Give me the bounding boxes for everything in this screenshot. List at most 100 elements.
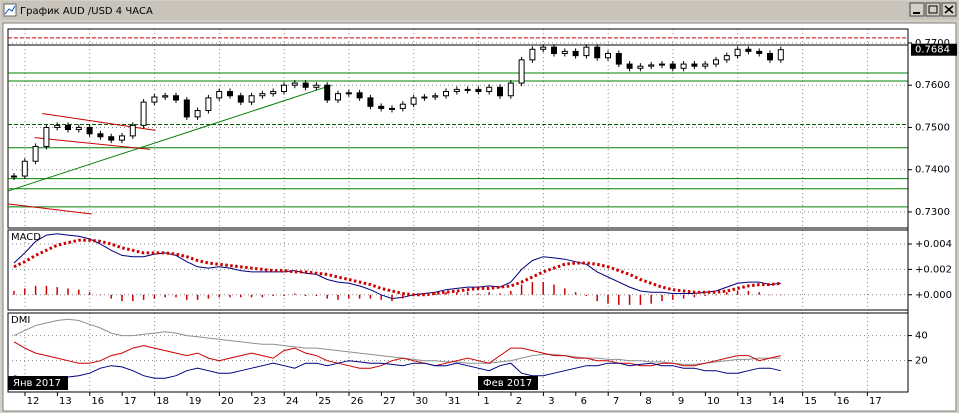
- histogram-bar: [531, 282, 534, 295]
- histogram-bar: [445, 292, 447, 295]
- candle: [291, 82, 298, 86]
- candle: [637, 65, 644, 69]
- y-tick-label: 0.7300: [915, 207, 950, 218]
- histogram-bar: [402, 294, 404, 299]
- candle: [270, 91, 277, 95]
- candle: [669, 63, 676, 69]
- histogram-bar: [510, 290, 512, 295]
- histogram-bar: [618, 294, 620, 305]
- y-tick-label: 20: [915, 356, 928, 367]
- indicator-line: [13, 238, 781, 297]
- y-tick-label: 40: [915, 331, 928, 342]
- histogram-bar: [758, 292, 760, 295]
- x-tick-label: 8: [645, 396, 651, 407]
- month-label: Янв 2017: [13, 378, 61, 389]
- candle: [713, 59, 719, 65]
- histogram-bar: [466, 292, 469, 295]
- histogram-bar: [45, 285, 48, 295]
- candle: [54, 124, 61, 128]
- histogram-bar: [67, 288, 69, 295]
- candle: [767, 53, 773, 61]
- candle: [183, 99, 190, 118]
- candle: [345, 92, 352, 95]
- candle: [378, 105, 385, 109]
- trendline: [42, 113, 156, 131]
- candle: [11, 175, 17, 178]
- maximize-button[interactable]: [925, 2, 941, 17]
- candle: [140, 101, 147, 126]
- candle: [475, 88, 482, 93]
- maximize-glyph: [928, 5, 938, 14]
- candle: [680, 63, 687, 69]
- candle: [173, 95, 179, 101]
- candle: [302, 82, 309, 88]
- month-label-box: [478, 376, 538, 390]
- candle: [129, 124, 136, 137]
- candle: [248, 95, 255, 103]
- x-tick-label: 24: [286, 396, 299, 407]
- candle: [518, 59, 525, 84]
- candle: [410, 97, 417, 105]
- x-tick-label: 17: [124, 396, 137, 407]
- x-tick-label: 13: [59, 396, 72, 407]
- last-price-box: [911, 43, 957, 56]
- candle: [324, 84, 331, 101]
- histogram-bar: [315, 294, 318, 297]
- trendline: [8, 84, 332, 192]
- x-tick-label: 10: [707, 396, 720, 407]
- histogram-bar: [142, 294, 145, 300]
- month-label-box: [8, 376, 68, 390]
- y-tick-label: 0.7600: [915, 80, 950, 91]
- histogram-bar: [553, 284, 555, 295]
- histogram-bar: [369, 294, 372, 299]
- candle: [194, 110, 201, 118]
- histogram-bar: [294, 293, 296, 295]
- histogram-bar: [218, 294, 220, 298]
- candle: [421, 96, 428, 99]
- histogram-bar: [499, 293, 501, 295]
- candle: [356, 92, 363, 99]
- x-tick-label: 18: [156, 396, 169, 407]
- trendline: [7, 203, 92, 215]
- minimize-button[interactable]: [909, 2, 925, 17]
- histogram-bar: [542, 282, 544, 295]
- candle: [205, 97, 212, 112]
- x-tick-label: 12: [27, 396, 40, 407]
- x-tick-label: 31: [448, 396, 461, 407]
- x-tick-label: 14: [772, 396, 785, 407]
- indicator-line: [13, 341, 781, 369]
- histogram-bar: [304, 294, 307, 297]
- panel-label: DMI: [11, 315, 30, 326]
- candle: [745, 48, 752, 52]
- histogram-bar: [704, 294, 706, 297]
- x-tick-label: 17: [869, 396, 882, 407]
- panel-label: MACD: [11, 232, 41, 243]
- histogram-bar: [196, 294, 199, 300]
- candle: [389, 107, 395, 110]
- histogram-bar: [682, 294, 685, 299]
- histogram-bar: [153, 294, 156, 299]
- candle: [561, 50, 568, 55]
- candle: [162, 95, 169, 98]
- histogram-bar: [423, 293, 426, 295]
- x-tick-label: 6: [581, 396, 587, 407]
- candle: [464, 88, 471, 91]
- window-buttons[interactable]: [909, 2, 957, 17]
- candle: [659, 63, 665, 66]
- candle: [453, 88, 460, 93]
- histogram-bar: [240, 294, 242, 298]
- histogram-bar: [110, 294, 112, 299]
- candle: [443, 91, 449, 97]
- last-price-label: 0.7684: [915, 45, 950, 56]
- x-tick-label: 13: [739, 396, 752, 407]
- histogram-bar: [628, 294, 631, 305]
- histogram-bar: [13, 290, 15, 295]
- candle: [216, 91, 223, 99]
- histogram-bar: [412, 294, 415, 297]
- candle: [723, 55, 730, 61]
- chart-area: [2, 22, 957, 412]
- candle: [572, 50, 579, 57]
- histogram-bar: [34, 285, 37, 295]
- candle: [529, 48, 536, 61]
